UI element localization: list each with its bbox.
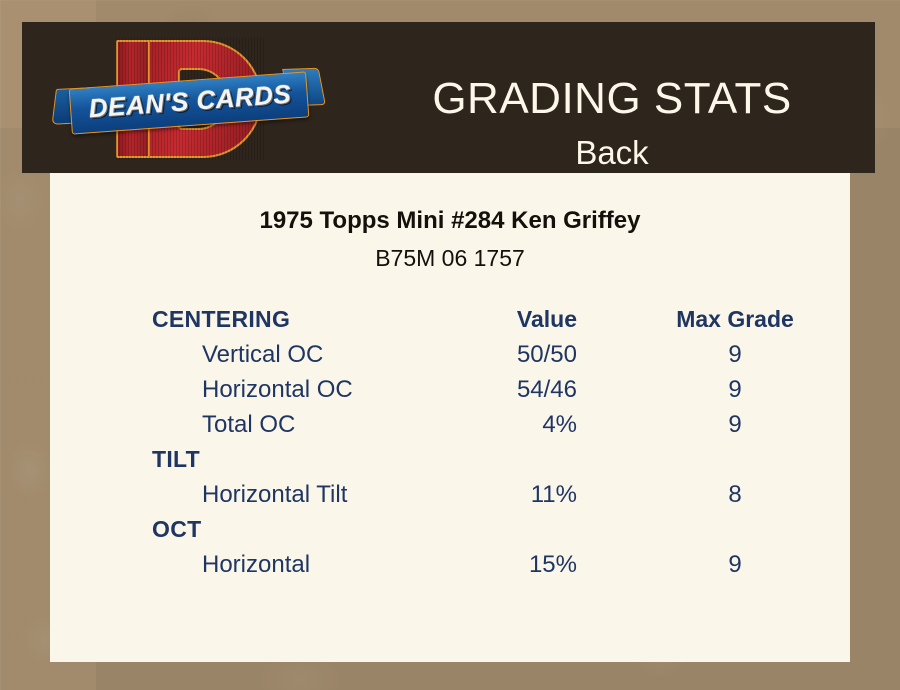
row-grade-horizontal-oc: 9 [728,376,742,403]
header-bar: DEAN'S CARDS GRADING STATS Back [22,22,875,173]
row-label-vertical-oc: Vertical OC [202,341,324,368]
row-label-total-oc: Total OC [202,411,296,438]
row-label-horizontal-oct: Horizontal [202,551,311,578]
row-value-total-oc: 4% [542,411,577,438]
card-title: 1975 Topps Mini #284 Ken Griffey [259,207,641,234]
grading-stats-table: CENTERING Value Max Grade Vertical OC 50… [50,306,850,586]
page-subtitle: Back [575,134,649,171]
table-row: Horizontal OC 54/46 9 [50,376,850,411]
table-row: Horizontal Tilt 11% 8 [50,481,850,516]
section-header-oct: OCT [152,516,202,542]
row-grade-total-oc: 9 [728,411,742,438]
section-header-tilt: TILT [152,446,201,472]
row-grade-vertical-oc: 9 [728,341,742,368]
table-row: OCT [50,516,850,551]
row-value-vertical-oc: 50/50 [516,341,577,368]
row-label-horizontal-oc: Horizontal OC [202,376,353,403]
row-label-horizontal-tilt: Horizontal Tilt [202,481,348,508]
section-header-centering: CENTERING [152,306,291,332]
table-row: Total OC 4% 9 [50,411,850,446]
deans-cards-logo[interactable]: DEAN'S CARDS [51,38,326,160]
column-header-max-grade: Max Grade [676,306,794,332]
row-value-horizontal-tilt: 11% [530,481,577,508]
row-grade-horizontal-oct: 9 [728,551,742,578]
column-header-value: Value [516,306,577,332]
row-value-horizontal-oc: 54/46 [516,376,577,403]
row-value-horizontal-oct: 15% [528,551,577,578]
card-serial-number: B75M 06 1757 [375,245,525,271]
table-row: CENTERING Value Max Grade [50,306,850,341]
table-row: Horizontal 15% 9 [50,551,850,586]
row-grade-horizontal-tilt: 8 [728,481,742,508]
logo-ribbon-banner: DEAN'S CARDS [51,67,326,135]
content-panel: 1975 Topps Mini #284 Ken Griffey B75M 06… [50,173,850,662]
table-row: TILT [50,446,850,481]
table-row: Vertical OC 50/50 9 [50,341,850,376]
page-title: GRADING STATS [432,74,792,123]
